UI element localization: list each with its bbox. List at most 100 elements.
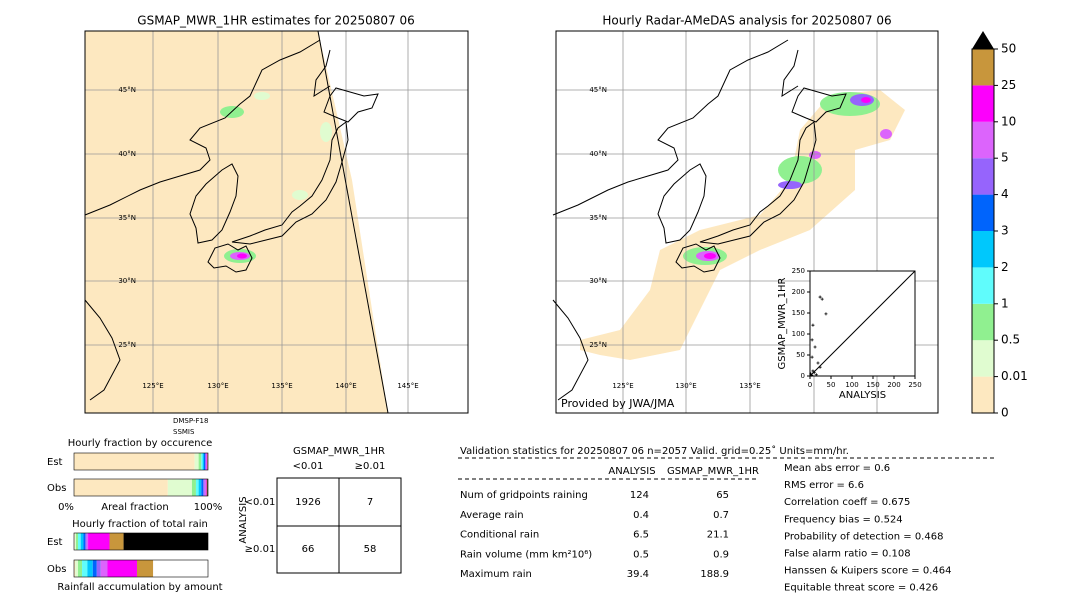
bar-frame — [73, 559, 209, 578]
bar-frame — [73, 452, 209, 471]
stat-name: Num of gridpoints raining — [460, 490, 588, 501]
score: Correlation coeff = 0.675 — [784, 497, 910, 508]
fraction-segment — [82, 560, 88, 577]
y-tick-label: 50 — [796, 351, 805, 359]
fraction-segment — [198, 453, 202, 470]
lon-label: 145°E — [397, 382, 418, 390]
stat-value: 6.5 — [633, 530, 649, 541]
fraction-segment — [75, 560, 79, 577]
colorbar-extend — [972, 31, 994, 49]
fraction-segment — [205, 453, 206, 470]
fraction-segment — [74, 533, 75, 550]
score: Hanssen & Kuipers score = 0.464 — [784, 566, 951, 577]
y-tick-label: 100 — [792, 330, 805, 338]
scatter-point — [811, 369, 815, 373]
colorbar-label: 50 — [1001, 42, 1016, 56]
x-tick-label: 150 — [866, 381, 879, 389]
fraction-segment — [80, 533, 84, 550]
y-tick-label: 250 — [792, 267, 805, 275]
scatter-point — [810, 355, 814, 359]
lat-label: 25°N — [118, 341, 136, 349]
bar-frame — [73, 532, 209, 551]
table-title: GSMAP_MWR_1HR — [293, 446, 385, 457]
score: Frequency bias = 0.524 — [784, 514, 903, 525]
fraction-segment — [85, 533, 87, 550]
scatter-point — [812, 371, 816, 375]
table-cell: 1926 — [295, 497, 320, 508]
y-tick-label: 200 — [792, 288, 805, 296]
lon-label: 135°E — [739, 382, 760, 390]
scatter-point — [816, 361, 820, 365]
fraction-segment — [74, 560, 76, 577]
score: False alarm ratio = 0.108 — [784, 549, 911, 560]
left-map-title: GSMAP_MWR_1HR estimates for 20250807 06 — [137, 14, 414, 28]
scatter-point — [820, 297, 824, 301]
fraction-segment — [74, 453, 195, 470]
fraction-segment — [109, 533, 124, 550]
column-label: <0.01 — [293, 461, 324, 472]
x-tick-label: 250 — [908, 381, 921, 389]
scatter-point — [811, 323, 815, 327]
row-label: ≥0.01 — [245, 544, 276, 555]
panel-title: Hourly fraction by occurence — [68, 438, 212, 449]
stat-value: 39.4 — [627, 569, 649, 580]
colorbar-label: 1 — [1001, 296, 1009, 310]
stat-value: 0.5 — [633, 549, 649, 560]
colorbar-segment — [972, 194, 994, 231]
lat-label: 45°N — [589, 86, 607, 94]
x-tick-label: 100 — [845, 381, 858, 389]
fraction-segment — [92, 560, 97, 577]
fraction-segment — [87, 560, 93, 577]
fraction-segment — [191, 479, 196, 496]
right-map-title: Hourly Radar-AMeDAS analysis for 2025080… — [602, 14, 891, 28]
fraction-segment — [74, 479, 168, 496]
colorbar-label: 0.5 — [1001, 333, 1020, 347]
scatter-point — [818, 365, 822, 369]
bar-frame — [73, 478, 209, 497]
stat-value: 21.1 — [707, 530, 729, 541]
lon-label: 130°E — [207, 382, 228, 390]
lat-label: 30°N — [118, 277, 136, 285]
fraction-segment — [74, 533, 77, 550]
row-title: ANALYSIS — [238, 496, 249, 543]
stat-value: 0.4 — [633, 510, 649, 521]
colorbar-label: 5 — [1001, 151, 1009, 165]
fraction-segment — [78, 560, 83, 577]
satellite-label: SSMIS — [173, 428, 195, 436]
fraction-segment — [203, 479, 205, 496]
colorbar-label: 0 — [1001, 406, 1009, 420]
x-tick-label: 50 — [827, 381, 836, 389]
fraction-segment — [88, 533, 110, 550]
score: RMS error = 6.6 — [784, 480, 864, 491]
colorbar-segment — [972, 340, 994, 377]
stat-value: 65 — [716, 490, 729, 501]
fraction-segment — [83, 533, 86, 550]
stat-name: Conditional rain — [460, 530, 539, 541]
left-map — [84, 30, 469, 414]
scatter-point — [814, 373, 818, 377]
scatter-point — [810, 373, 814, 377]
x-tick-label: 0 — [808, 381, 812, 389]
fraction-segment — [207, 479, 208, 496]
colorbar-segment — [972, 303, 994, 341]
stat-value: 124 — [630, 490, 649, 501]
contingency-table — [276, 477, 402, 574]
fraction-segment — [96, 560, 101, 577]
lat-label: 40°N — [118, 150, 136, 158]
fraction-segment — [123, 533, 208, 550]
row-label: Obs — [47, 564, 66, 575]
fraction-segment — [194, 453, 199, 470]
stat-value: 0.7 — [713, 510, 729, 521]
panel-title: Hourly fraction of total rain — [72, 519, 208, 530]
score: Equitable threat score = 0.426 — [784, 583, 938, 594]
fraction-segment — [205, 453, 207, 470]
colorbar-segment — [972, 231, 994, 268]
column-header: GSMAP_MWR_1HR — [667, 466, 759, 477]
colorbar-segment — [972, 85, 994, 122]
fraction-segment — [107, 560, 137, 577]
axis-label: 100% — [194, 502, 223, 513]
colorbar-label: 4 — [1001, 187, 1009, 201]
lon-label: 125°E — [612, 382, 633, 390]
x-axis-label: ANALYSIS — [839, 390, 886, 401]
